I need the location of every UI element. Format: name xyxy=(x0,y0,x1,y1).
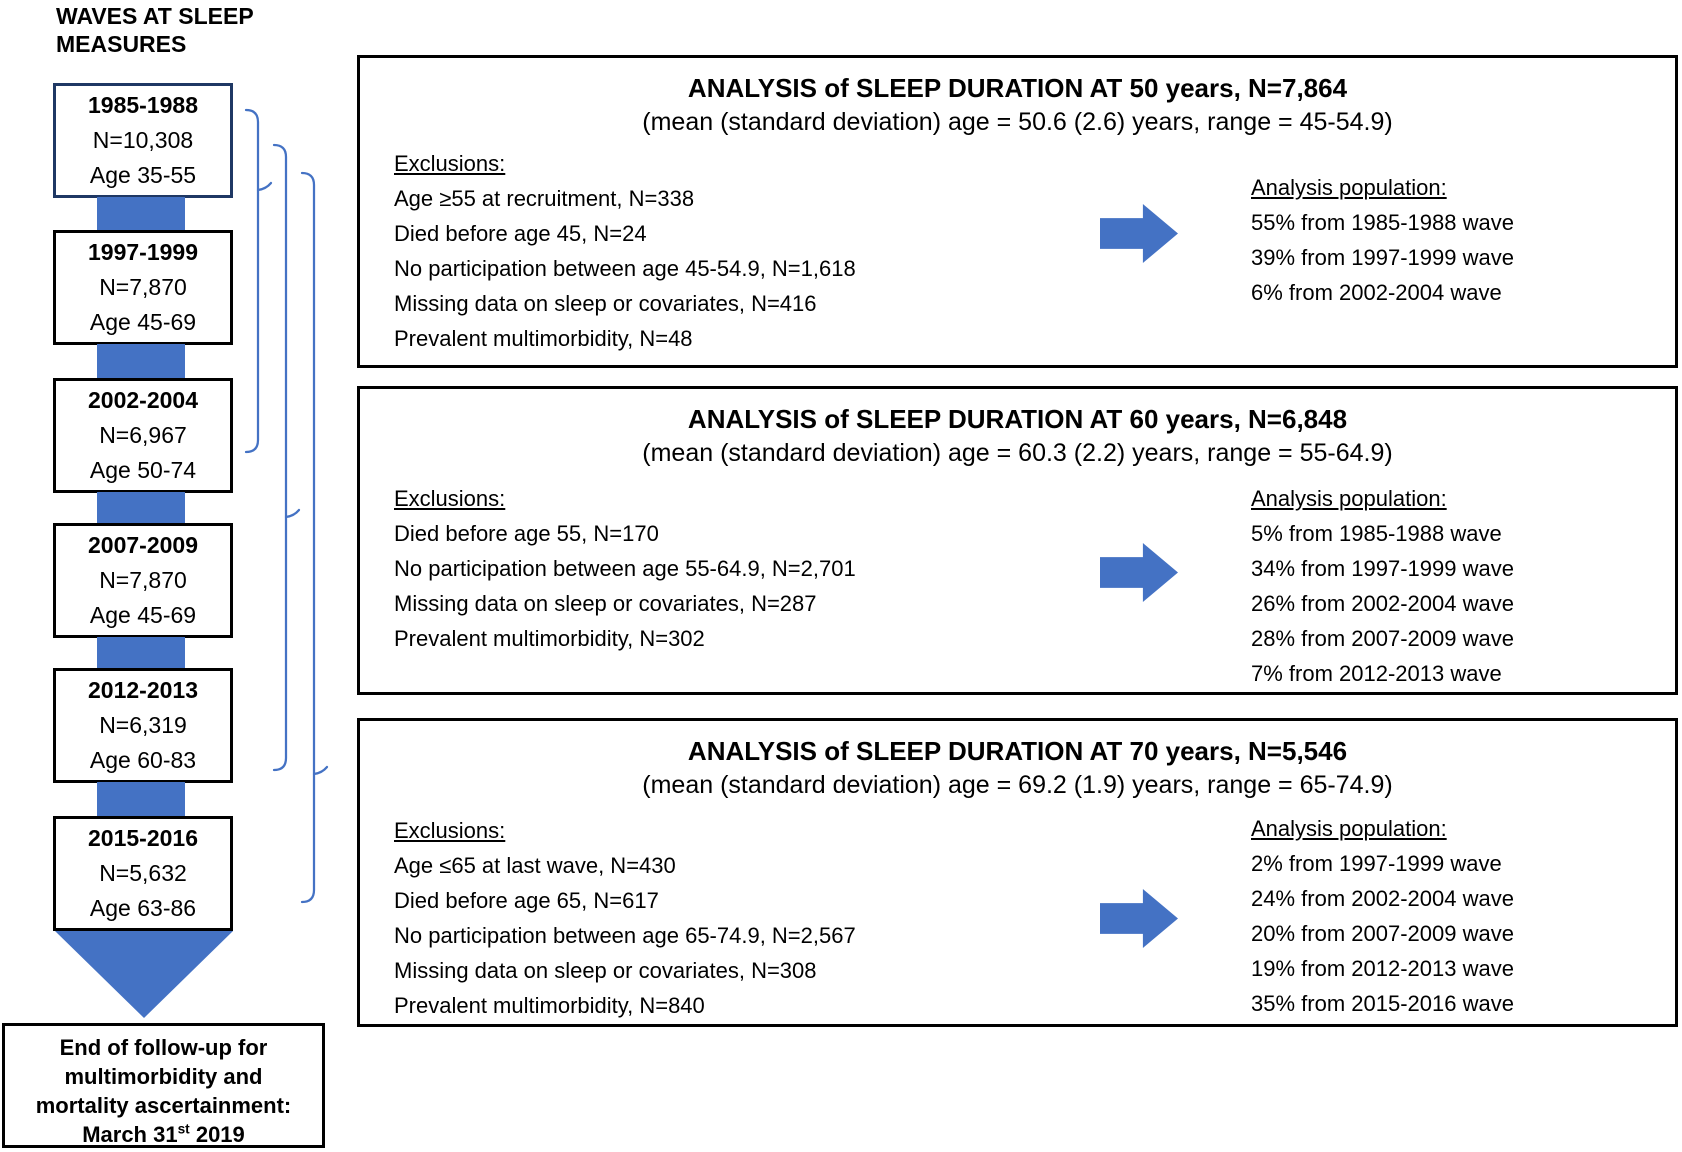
population-item: 24% from 2002-2004 wave xyxy=(1251,886,1514,911)
wave-connector-icon xyxy=(97,637,185,670)
wave-connector-icon xyxy=(97,782,185,818)
wave-box-1997-1999: 1997-1999 N=7,870 Age 45-69 xyxy=(53,230,233,345)
down-arrow-icon xyxy=(55,931,233,1018)
bracket-waves-to-70y xyxy=(300,171,316,904)
exclusion-item: Prevalent multimorbidity, N=840 xyxy=(394,993,705,1018)
analysis-box-50-years: ANALYSIS of SLEEP DURATION AT 50 years, … xyxy=(357,55,1678,368)
analysis-subtitle: (mean (standard deviation) age = 60.3 (2… xyxy=(642,439,1393,467)
bracket-60y-pointer-icon xyxy=(284,508,301,519)
wave-years: 2007-2009 xyxy=(88,532,198,558)
population-item: 5% from 1985-1988 wave xyxy=(1251,521,1502,546)
analysis-population-list: Analysis population: 55% from 1985-1988 … xyxy=(1251,170,1514,310)
analysis-subtitle: (mean (standard deviation) age = 50.6 (2… xyxy=(642,108,1393,136)
end-box-date-prefix: March 31 xyxy=(82,1122,178,1147)
population-item: 6% from 2002-2004 wave xyxy=(1251,280,1502,305)
end-box-line: multimorbidity and xyxy=(64,1064,263,1089)
population-item: 28% from 2007-2009 wave xyxy=(1251,626,1514,651)
population-item: 34% from 1997-1999 wave xyxy=(1251,556,1514,581)
wave-box-2007-2009: 2007-2009 N=7,870 Age 45-69 xyxy=(53,523,233,638)
analysis-population-label: Analysis population: xyxy=(1251,816,1447,841)
exclusion-item: No participation between age 45-54.9, N=… xyxy=(394,256,856,281)
population-item: 55% from 1985-1988 wave xyxy=(1251,210,1514,235)
end-box-date: March 31st 2019 xyxy=(5,1120,322,1149)
exclusions-label: Exclusions: xyxy=(394,151,506,176)
end-box-date-superscript: st xyxy=(177,1121,190,1137)
analysis-box-70-years: ANALYSIS of SLEEP DURATION AT 70 years, … xyxy=(357,718,1678,1027)
analysis-population-label: Analysis population: xyxy=(1251,175,1447,200)
wave-age: Age 50-74 xyxy=(89,457,197,483)
wave-years: 2012-2013 xyxy=(88,677,198,703)
exclusions-label: Exclusions: xyxy=(394,818,506,843)
wave-years: 2002-2004 xyxy=(88,387,198,413)
exclusion-item: Died before age 65, N=617 xyxy=(394,888,659,913)
wave-connector-icon xyxy=(97,492,185,525)
wave-n: N=7,870 xyxy=(99,567,187,593)
exclusions-list: Exclusions: Died before age 55, N=170 No… xyxy=(394,481,856,656)
population-item: 39% from 1997-1999 wave xyxy=(1251,245,1514,270)
bracket-waves-to-60y xyxy=(272,143,288,772)
wave-box-1985-1988: 1985-1988 N=10,308 Age 35-55 xyxy=(53,83,233,198)
wave-n: N=7,870 xyxy=(99,274,187,300)
analysis-subtitle: (mean (standard deviation) age = 69.2 (1… xyxy=(642,771,1393,799)
wave-n: N=6,319 xyxy=(99,712,187,738)
exclusion-item: Missing data on sleep or covariates, N=4… xyxy=(394,291,817,316)
population-item: 2% from 1997-1999 wave xyxy=(1251,851,1502,876)
right-arrow-icon xyxy=(1100,889,1178,948)
population-item: 7% from 2012-2013 wave xyxy=(1251,661,1502,686)
wave-years: 2015-2016 xyxy=(88,825,198,851)
wave-n: N=10,308 xyxy=(92,127,194,153)
analysis-title: ANALYSIS of SLEEP DURATION AT 50 years, … xyxy=(687,73,1348,103)
right-arrow-icon xyxy=(1100,204,1178,263)
wave-n: N=5,632 xyxy=(99,860,187,886)
exclusions-label: Exclusions: xyxy=(394,486,506,511)
exclusion-item: Died before age 45, N=24 xyxy=(394,221,647,246)
population-item: 20% from 2007-2009 wave xyxy=(1251,921,1514,946)
exclusions-list: Exclusions: Age ≤65 at last wave, N=430 … xyxy=(394,813,856,1023)
wave-box-2015-2016: 2015-2016 N=5,632 Age 63-86 xyxy=(53,816,233,931)
bracket-70y-pointer-icon xyxy=(312,765,329,776)
analysis-population-list: Analysis population: 5% from 1985-1988 w… xyxy=(1251,481,1514,691)
exclusion-item: Age ≥55 at recruitment, N=338 xyxy=(394,186,695,211)
analysis-title: ANALYSIS of SLEEP DURATION AT 70 years, … xyxy=(687,736,1348,766)
exclusion-item: Age ≤65 at last wave, N=430 xyxy=(394,853,676,878)
population-item: 35% from 2015-2016 wave xyxy=(1251,991,1514,1016)
end-box-date-suffix: 2019 xyxy=(189,1122,245,1147)
wave-age: Age 60-83 xyxy=(89,747,197,773)
exclusion-item: Missing data on sleep or covariates, N=2… xyxy=(394,591,817,616)
wave-age: Age 63-86 xyxy=(89,895,197,921)
wave-n: N=6,967 xyxy=(99,422,187,448)
exclusion-item: Prevalent multimorbidity, N=302 xyxy=(394,626,705,651)
exclusion-item: Missing data on sleep or covariates, N=3… xyxy=(394,958,817,983)
bracket-waves-to-50y xyxy=(244,108,260,454)
wave-box-2002-2004: 2002-2004 N=6,967 Age 50-74 xyxy=(53,378,233,493)
analysis-population-list: Analysis population: 2% from 1997-1999 w… xyxy=(1251,811,1514,1021)
exclusions-list: Exclusions: Age ≥55 at recruitment, N=33… xyxy=(394,146,856,356)
exclusion-item: No participation between age 55-64.9, N=… xyxy=(394,556,856,581)
waves-panel-title: WAVES AT SLEEP MEASURES xyxy=(56,3,254,57)
right-arrow-icon xyxy=(1100,543,1178,602)
exclusion-item: No participation between age 65-74.9, N=… xyxy=(394,923,856,948)
wave-age: Age 45-69 xyxy=(89,602,197,628)
analysis-box-60-years: ANALYSIS of SLEEP DURATION AT 60 years, … xyxy=(357,386,1678,695)
exclusion-item: Died before age 55, N=170 xyxy=(394,521,659,546)
wave-years: 1997-1999 xyxy=(88,239,198,265)
end-of-followup-box: End of follow-up for multimorbidity and … xyxy=(2,1023,325,1148)
wave-box-2012-2013: 2012-2013 N=6,319 Age 60-83 xyxy=(53,668,233,783)
population-item: 26% from 2002-2004 wave xyxy=(1251,591,1514,616)
bracket-50y-pointer-icon xyxy=(256,181,273,192)
end-box-line: mortality ascertainment: xyxy=(35,1093,292,1118)
wave-years: 1985-1988 xyxy=(88,92,198,118)
end-box-line: End of follow-up for xyxy=(59,1035,268,1060)
analysis-population-label: Analysis population: xyxy=(1251,486,1447,511)
analysis-title: ANALYSIS of SLEEP DURATION AT 60 years, … xyxy=(687,404,1348,434)
population-item: 19% from 2012-2013 wave xyxy=(1251,956,1514,981)
wave-age: Age 35-55 xyxy=(89,162,197,188)
wave-age: Age 45-69 xyxy=(89,309,197,335)
exclusion-item: Prevalent multimorbidity, N=48 xyxy=(394,326,693,351)
wave-connector-icon xyxy=(97,344,185,380)
wave-connector-icon xyxy=(97,197,185,232)
